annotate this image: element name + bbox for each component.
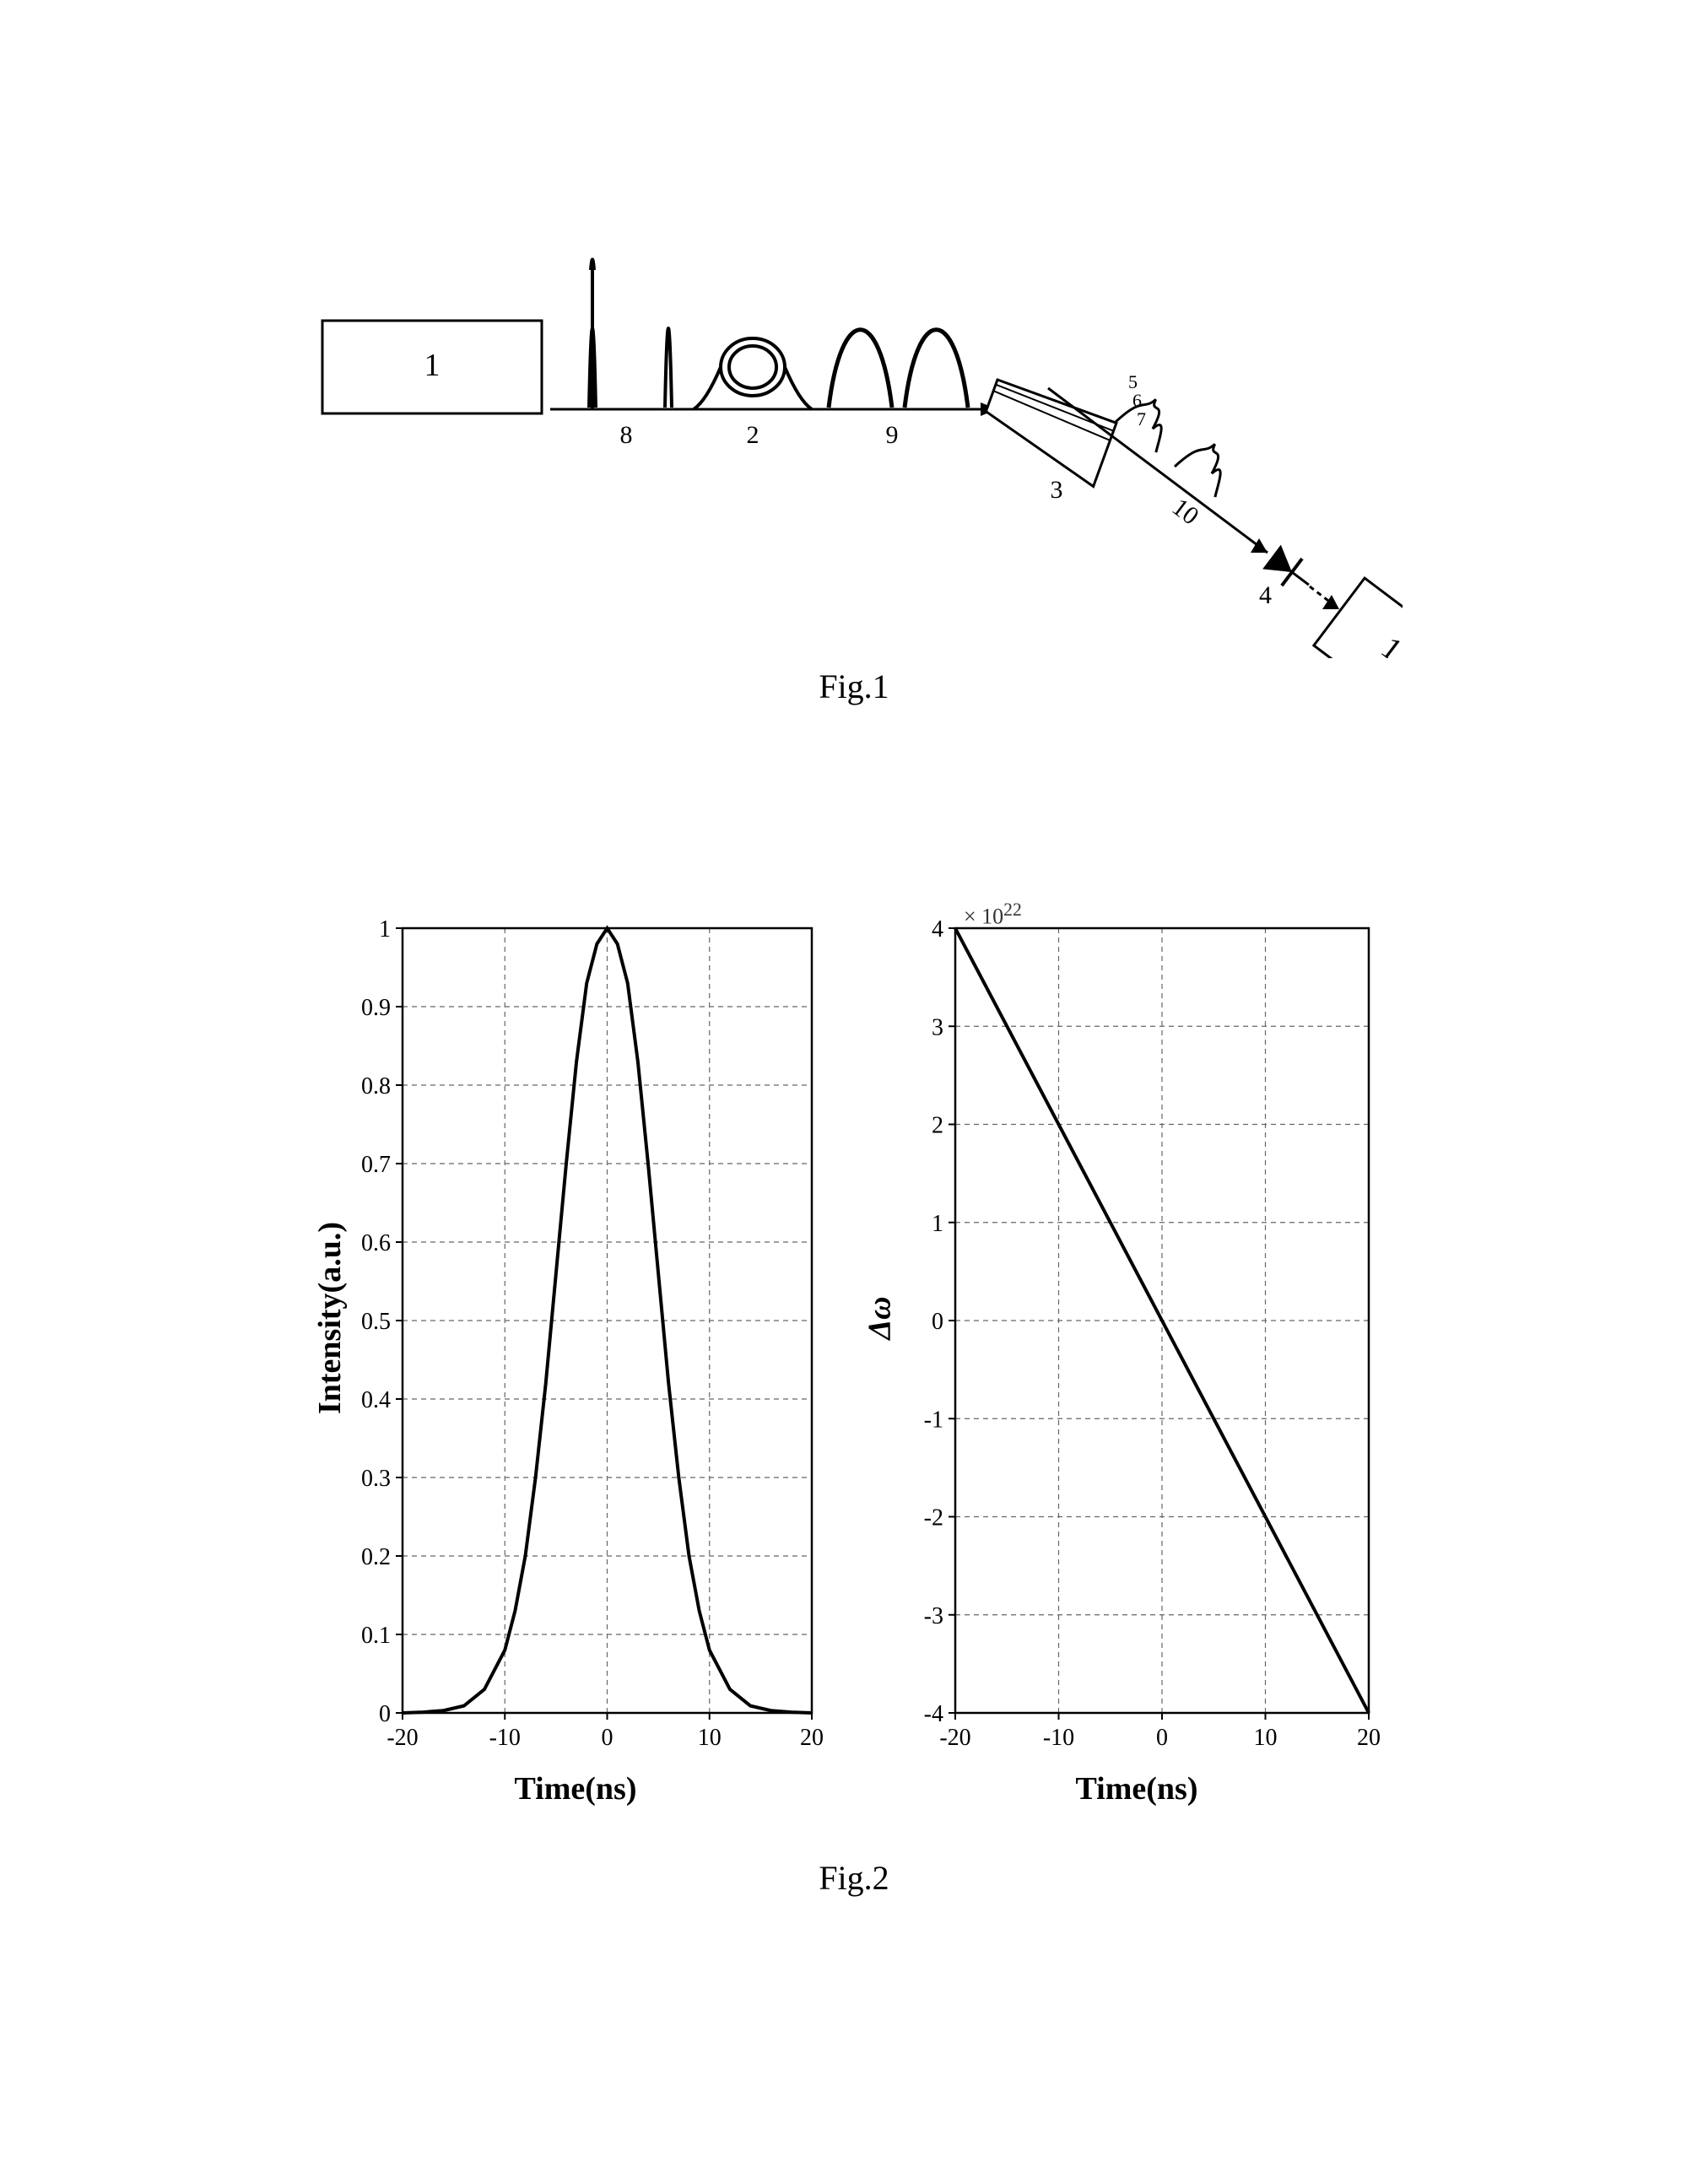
svg-text:0.3: 0.3 bbox=[361, 1466, 391, 1492]
svg-text:-1: -1 bbox=[924, 1407, 943, 1433]
fig1-caption: Fig.1 bbox=[236, 667, 1472, 706]
fig2-caption: Fig.2 bbox=[236, 1858, 1472, 1898]
label-8: 8 bbox=[620, 421, 633, 449]
right-chart: × 1022 Δω -20-1001020-4-3-2-101234 Time(… bbox=[892, 911, 1381, 1807]
right-xlabel: Time(ns) bbox=[892, 1770, 1381, 1807]
svg-text:-3: -3 bbox=[924, 1603, 943, 1629]
svg-text:0: 0 bbox=[379, 1701, 391, 1727]
svg-text:20: 20 bbox=[1357, 1725, 1381, 1751]
svg-text:0.1: 0.1 bbox=[361, 1623, 391, 1649]
svg-text:-10: -10 bbox=[489, 1725, 521, 1751]
label-2: 2 bbox=[747, 421, 759, 449]
label-1: 1 bbox=[424, 348, 441, 383]
svg-text:10: 10 bbox=[698, 1725, 722, 1751]
figure-1: 1 8 2 9 bbox=[236, 219, 1472, 726]
svg-text:10: 10 bbox=[1254, 1725, 1278, 1751]
fiber-coil bbox=[694, 338, 812, 409]
svg-text:1: 1 bbox=[379, 916, 391, 943]
svg-text:0.5: 0.5 bbox=[361, 1309, 391, 1335]
label-7: 7 bbox=[1137, 408, 1146, 429]
svg-text:-10: -10 bbox=[1043, 1725, 1074, 1751]
svg-text:-20: -20 bbox=[939, 1725, 970, 1751]
exponent-sup: 22 bbox=[1003, 899, 1022, 920]
left-xlabel: Time(ns) bbox=[327, 1770, 824, 1807]
left-chart: Intensity(a.u.) -20-100102000.10.20.30.4… bbox=[327, 911, 824, 1807]
svg-text:20: 20 bbox=[800, 1725, 824, 1751]
svg-text:0.9: 0.9 bbox=[361, 995, 391, 1021]
svg-text:-20: -20 bbox=[386, 1725, 418, 1751]
svg-text:0.2: 0.2 bbox=[361, 1544, 391, 1570]
label-3: 3 bbox=[1051, 476, 1063, 504]
right-exponent: × 1022 bbox=[964, 899, 1022, 930]
exponent-base: × 10 bbox=[964, 905, 1003, 929]
svg-text:0.6: 0.6 bbox=[361, 1230, 391, 1256]
label-10: 10 bbox=[1167, 493, 1204, 530]
svg-text:1: 1 bbox=[932, 1211, 943, 1237]
svg-text:0: 0 bbox=[932, 1309, 943, 1335]
svg-text:3: 3 bbox=[932, 1014, 943, 1040]
svg-text:0.8: 0.8 bbox=[361, 1073, 391, 1099]
right-ylabel: Δω bbox=[862, 1296, 899, 1339]
figure-2: Intensity(a.u.) -20-100102000.10.20.30.4… bbox=[236, 911, 1472, 1898]
svg-text:-2: -2 bbox=[924, 1505, 943, 1531]
svg-text:0: 0 bbox=[1156, 1725, 1168, 1751]
svg-text:0.7: 0.7 bbox=[361, 1152, 391, 1178]
svg-text:-4: -4 bbox=[924, 1701, 943, 1727]
page-container: 1 8 2 9 bbox=[236, 219, 1472, 1898]
svg-text:0.4: 0.4 bbox=[361, 1387, 391, 1413]
svg-text:2: 2 bbox=[932, 1113, 943, 1139]
fig1-diagram: 1 8 2 9 bbox=[305, 219, 1403, 658]
label-4: 4 bbox=[1259, 581, 1272, 609]
left-ylabel: Intensity(a.u.) bbox=[311, 1222, 349, 1414]
svg-text:4: 4 bbox=[932, 916, 943, 943]
left-chart-svg: -20 -10 0 10 20 0 0.1 0.2 0.3 0.4 0.5 0.6 0.7 0.8 0.9 1 bbox=[327, 911, 824, 1764]
svg-text:0: 0 bbox=[602, 1725, 613, 1751]
right-chart-svg: -20-1001020-4-3-2-101234 bbox=[892, 911, 1381, 1764]
label-9: 9 bbox=[886, 421, 899, 449]
